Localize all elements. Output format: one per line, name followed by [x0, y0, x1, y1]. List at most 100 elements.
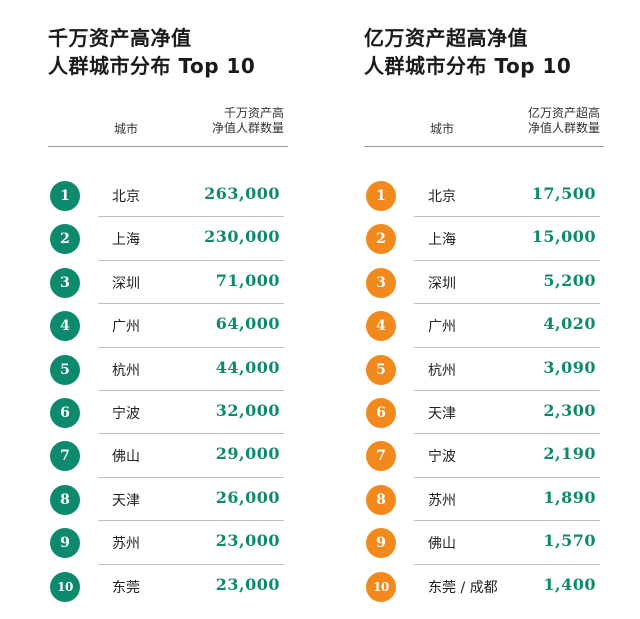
population-count: 3,090	[543, 357, 596, 377]
rank-badge: 9	[366, 528, 396, 559]
ranking-row: 1 北京 17,500	[364, 174, 614, 218]
population-count: 44,000	[215, 357, 280, 377]
left-title-line-2: 人群城市分布 Top 10	[48, 54, 256, 78]
left-panel: 千万资产高净值 人群城市分布 Top 10 城市 千万资产高 净值人群数量 1 北…	[48, 0, 298, 619]
rank-badge: 5	[366, 354, 396, 385]
ranking-row: 5 杭州 3,090	[364, 348, 614, 391]
ranking-row: 7 佛山 29,000	[48, 434, 298, 478]
right-title-line-2: 人群城市分布 Top 10	[364, 54, 572, 78]
city-name: 深圳	[112, 275, 140, 292]
city-name: 深圳	[428, 275, 456, 292]
right-column-header-count-line-2: 净值人群数量	[527, 121, 600, 135]
rank-badge: 7	[50, 441, 80, 472]
ranking-row: 7 宁波 2,190	[364, 434, 614, 478]
population-count: 263,000	[204, 184, 280, 203]
row-divider	[414, 433, 600, 435]
ranking-row: 3 深圳 71,000	[48, 261, 298, 305]
city-name: 东莞 / 成都	[428, 579, 498, 596]
rank-badge: 4	[50, 311, 80, 342]
city-name: 东莞	[112, 579, 140, 596]
city-name: 天津	[112, 492, 140, 509]
city-name: 天津	[428, 405, 456, 422]
left-column-header-city: 城市	[114, 122, 139, 136]
row-divider	[414, 520, 600, 522]
row-divider	[414, 563, 600, 565]
rank-badge: 8	[50, 484, 80, 515]
rank-badge: 7	[366, 441, 396, 472]
population-count: 230,000	[204, 227, 280, 247]
city-name: 苏州	[428, 492, 456, 509]
city-name: 佛山	[112, 449, 140, 466]
rank-badge: 3	[50, 267, 80, 298]
row-divider	[98, 216, 284, 218]
rank-badge: 6	[366, 397, 396, 428]
population-count: 32,000	[215, 400, 280, 420]
row-divider	[414, 476, 600, 478]
population-count: 23,000	[215, 531, 280, 551]
city-name: 广州	[428, 319, 456, 336]
ranking-row: 10 东莞 / 成都 1,400	[364, 565, 614, 608]
rank-badge: 1	[366, 181, 396, 211]
city-name: 佛山	[428, 536, 456, 553]
ranking-row: 6 天津 2,300	[364, 391, 614, 435]
ranking-row: 9 佛山 1,570	[364, 521, 614, 565]
population-count: 26,000	[215, 487, 280, 507]
ranking-row: 1 北京 263,000	[48, 174, 298, 218]
city-name: 杭州	[428, 362, 456, 379]
ranking-row: 6 宁波 32,000	[48, 391, 298, 435]
rank-badge: 10	[50, 571, 80, 602]
population-count: 5,200	[543, 270, 596, 290]
population-count: 1,400	[543, 574, 596, 594]
row-divider	[98, 389, 284, 391]
left-ranking-list: 1 北京 263,000 2 上海 230,000 3 深圳 71,000 4 广州 64,000 5 杭…	[48, 174, 298, 608]
row-divider	[98, 433, 284, 435]
rank-badge: 1	[50, 181, 80, 211]
ranking-row: 8 天津 26,000	[48, 478, 298, 522]
row-divider	[98, 476, 284, 478]
ranking-row: 5 杭州 44,000	[48, 348, 298, 391]
ranking-row: 3 深圳 5,200	[364, 261, 614, 305]
population-count: 23,000	[215, 574, 280, 594]
row-divider	[414, 303, 600, 305]
population-count: 17,500	[531, 184, 596, 203]
row-divider	[414, 259, 600, 261]
ranking-row: 8 苏州 1,890	[364, 478, 614, 522]
row-divider	[414, 216, 600, 218]
city-name: 北京	[428, 189, 456, 205]
population-count: 2,190	[543, 444, 596, 464]
population-count: 4,020	[543, 314, 596, 334]
rank-badge: 2	[366, 224, 396, 255]
rank-badge: 6	[50, 397, 80, 428]
city-name: 杭州	[112, 362, 140, 379]
city-name: 北京	[112, 189, 140, 205]
rank-badge: 9	[50, 528, 80, 559]
row-divider	[414, 389, 600, 391]
ranking-row: 4 广州 4,020	[364, 304, 614, 348]
population-count: 2,300	[543, 400, 596, 420]
population-count: 64,000	[215, 314, 280, 334]
ranking-row: 10 东莞 23,000	[48, 565, 298, 608]
city-name: 上海	[112, 232, 140, 249]
rank-badge: 2	[50, 224, 80, 255]
row-divider	[98, 346, 284, 348]
city-name: 苏州	[112, 536, 140, 553]
rank-badge: 5	[50, 354, 80, 385]
rank-badge: 3	[366, 267, 396, 298]
row-divider	[98, 259, 284, 261]
population-count: 1,570	[543, 531, 596, 551]
right-ranking-list: 1 北京 17,500 2 上海 15,000 3 深圳 5,200 4 广州 4,020 5 杭州 3,0…	[364, 174, 614, 608]
left-title-line-1: 千万资产高净值	[48, 26, 192, 50]
left-header-divider	[48, 146, 288, 147]
right-header-divider	[364, 146, 604, 147]
rank-badge: 10	[366, 571, 396, 602]
row-divider	[98, 520, 284, 522]
row-divider	[414, 346, 600, 348]
population-count: 15,000	[531, 227, 596, 247]
city-name: 宁波	[428, 449, 456, 466]
left-column-header-count-line-2: 净值人群数量	[211, 121, 284, 135]
ranking-row: 2 上海 230,000	[48, 217, 298, 261]
right-column-header-count-line-1: 亿万资产超高	[527, 106, 600, 120]
city-name: 宁波	[112, 405, 140, 422]
population-count: 1,890	[543, 487, 596, 507]
city-name: 广州	[112, 319, 140, 336]
